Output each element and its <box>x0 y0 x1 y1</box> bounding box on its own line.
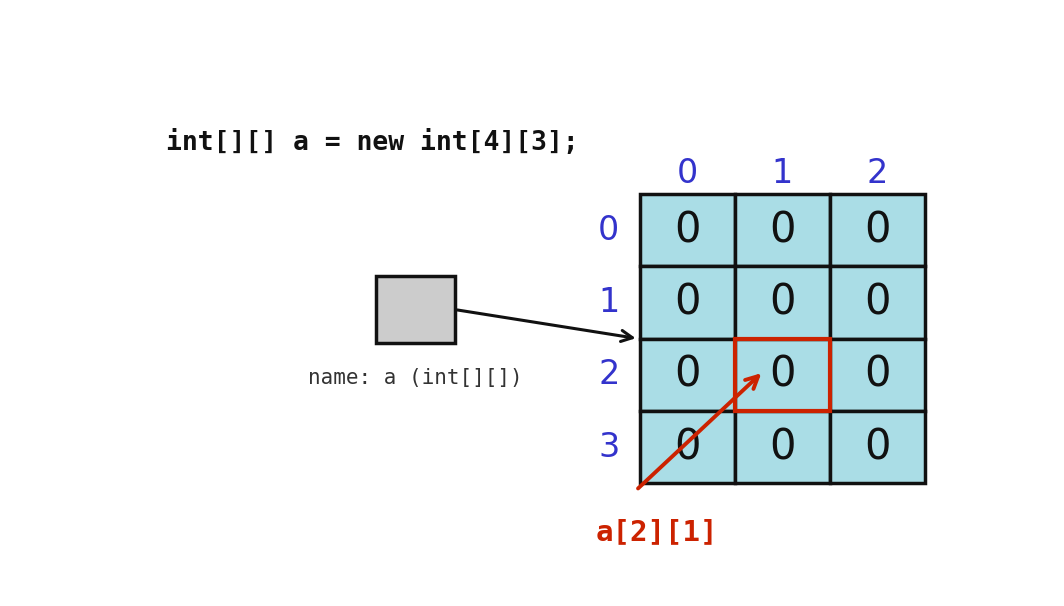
Text: 2: 2 <box>598 358 619 391</box>
Text: 0: 0 <box>864 354 891 396</box>
Text: 0: 0 <box>769 426 796 468</box>
Bar <box>735 411 830 484</box>
Bar <box>641 411 735 484</box>
Text: 1: 1 <box>598 286 619 319</box>
Text: 0: 0 <box>769 282 796 324</box>
Bar <box>735 194 830 267</box>
Text: 0: 0 <box>675 426 701 468</box>
Bar <box>641 267 735 339</box>
Bar <box>735 339 830 411</box>
Bar <box>830 339 925 411</box>
Text: 0: 0 <box>677 156 698 190</box>
Text: 1: 1 <box>771 156 793 190</box>
Bar <box>735 339 830 411</box>
Bar <box>377 276 454 344</box>
Text: 0: 0 <box>769 354 796 396</box>
Bar <box>830 267 925 339</box>
Bar <box>641 194 735 267</box>
Bar <box>830 194 925 267</box>
Text: name: a (int[][]): name: a (int[][]) <box>309 368 522 388</box>
Text: 3: 3 <box>598 431 619 464</box>
Text: 0: 0 <box>864 209 891 251</box>
Text: a[2][1]: a[2][1] <box>596 518 718 547</box>
Bar <box>735 267 830 339</box>
Bar <box>830 411 925 484</box>
Text: 0: 0 <box>864 282 891 324</box>
Text: 0: 0 <box>675 354 701 396</box>
Text: 0: 0 <box>769 209 796 251</box>
Text: 0: 0 <box>598 214 619 247</box>
Text: int[][] a = new int[4][3];: int[][] a = new int[4][3]; <box>166 130 579 156</box>
Bar <box>641 339 735 411</box>
Text: 2: 2 <box>866 156 887 190</box>
Text: 0: 0 <box>675 282 701 324</box>
Text: 0: 0 <box>864 426 891 468</box>
Text: 0: 0 <box>675 209 701 251</box>
